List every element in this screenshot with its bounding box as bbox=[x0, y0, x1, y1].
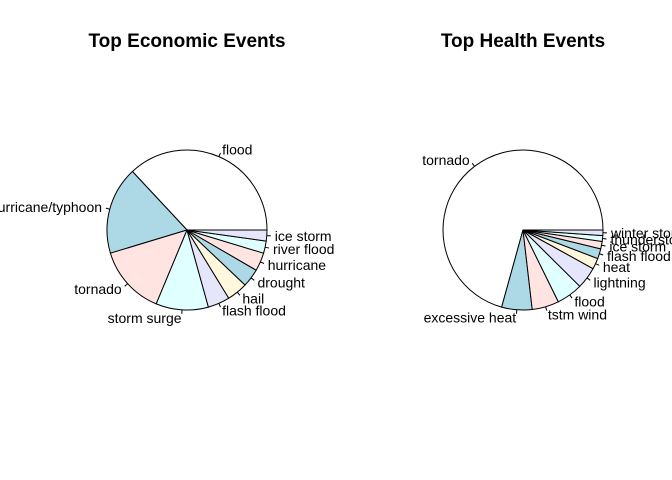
health-leader-3 bbox=[569, 294, 573, 299]
health-leader-2 bbox=[545, 306, 548, 311]
economic-leader-5 bbox=[236, 291, 241, 296]
economic-leader-6 bbox=[250, 277, 255, 281]
economic-leader-8 bbox=[265, 246, 270, 249]
health-leader-5 bbox=[595, 263, 600, 266]
health-label-excessive-heat: excessive heat bbox=[424, 310, 517, 326]
health-leader-7 bbox=[601, 244, 606, 247]
economic-label-river-flood: river flood bbox=[273, 241, 334, 257]
economic-chart-title: Top Economic Events bbox=[88, 31, 285, 52]
health-leader-6 bbox=[599, 253, 604, 256]
health-label-tornado: tornado bbox=[422, 152, 470, 168]
economic-leader-7 bbox=[260, 261, 265, 264]
health-label-heat: heat bbox=[603, 259, 630, 275]
economic-label-storm-surge: storm surge bbox=[108, 310, 182, 326]
economic-label-drought: drought bbox=[257, 275, 305, 291]
economic-label-hurricane-typhoon: hurricane/typhoon bbox=[0, 199, 102, 215]
health-leader-4 bbox=[586, 277, 591, 281]
economic-label-flash-flood: flash flood bbox=[222, 303, 286, 319]
health-leader-0 bbox=[471, 162, 475, 167]
economic-label-flood: flood bbox=[222, 141, 252, 157]
economic-slice-flood bbox=[131, 149, 268, 231]
economic-slice-ice-storm bbox=[186, 229, 268, 242]
economic-leader-4 bbox=[218, 303, 221, 308]
economic-label-ice-storm: ice storm bbox=[275, 228, 332, 244]
health-label-lightning: lightning bbox=[593, 275, 645, 291]
economic-label-hail: hail bbox=[242, 290, 264, 306]
economic-label-hurricane: hurricane bbox=[268, 257, 327, 273]
economic-leader-2 bbox=[124, 283, 128, 287]
economic-pie: flood hurricane/typhoon tornado storm surge… bbox=[0, 141, 334, 326]
economic-label-tornado: tornado bbox=[74, 281, 122, 297]
economic-slice-tornado bbox=[109, 229, 188, 305]
health-label-flash-flood: flash flood bbox=[607, 248, 671, 264]
economic-leader-1 bbox=[105, 207, 110, 210]
health-label-ice-storm: ice storm bbox=[609, 239, 666, 255]
health-label-tstm-wind: tstm wind bbox=[548, 306, 607, 322]
health-chart-title: Top Health Events bbox=[441, 31, 605, 52]
health-label-flood: flood bbox=[574, 293, 604, 309]
health-label-thunderstorm-wind: thunderstorm wind bbox=[610, 231, 672, 247]
health-slice-winter-storm bbox=[522, 229, 604, 237]
economic-leader-0 bbox=[218, 152, 221, 157]
health-label-winter-storm: winter storm bbox=[610, 225, 672, 241]
